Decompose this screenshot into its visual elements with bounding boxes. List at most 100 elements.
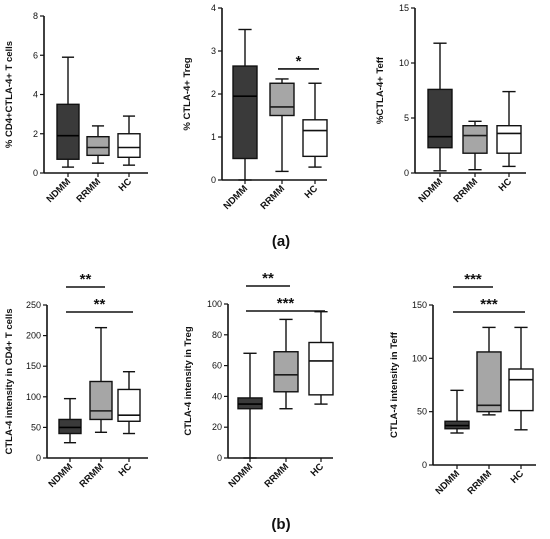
- x-category-label: NDMM: [44, 176, 73, 205]
- chart-4: 0 50 100 150 200 250 NDMM RRMM HC CTLA-4 intensit…: [4, 271, 148, 490]
- y-tick-label: 150: [26, 361, 41, 371]
- x-category-label: RRMM: [451, 176, 480, 205]
- y-tick-label: 200: [26, 331, 41, 341]
- y-tick-label: 2: [211, 89, 216, 99]
- box-ndmm: [237, 352, 263, 459]
- box-hc: [117, 371, 141, 435]
- box-hc: [496, 90, 522, 168]
- box-rrmm: [89, 326, 113, 433]
- y-axis-label: CTLA-4 intensity in Teff: [389, 331, 400, 438]
- box-ndmm: [444, 389, 470, 434]
- significance-label: ***: [464, 271, 482, 288]
- box-body: [273, 351, 299, 393]
- x-category-label: NDMM: [46, 461, 75, 490]
- y-tick-label: 50: [31, 422, 41, 432]
- y-tick-label: 15: [399, 3, 409, 13]
- panel-label-b: (b): [271, 516, 290, 533]
- x-category-label: HC: [509, 468, 527, 486]
- box-hc: [302, 82, 328, 168]
- y-tick-label: 8: [33, 11, 38, 21]
- y-tick-label: 4: [33, 90, 38, 100]
- box-body: [117, 133, 141, 158]
- chart-6: 0 50 100 150 NDMM RRMM HC CTLA-4 intensity in T…: [389, 271, 536, 497]
- box-ndmm: [232, 28, 258, 181]
- x-category-label: RRMM: [77, 461, 106, 490]
- y-tick-label: 6: [33, 50, 38, 60]
- y-tick-label: 3: [211, 46, 216, 56]
- x-category-label: RRMM: [258, 183, 287, 212]
- box-body: [496, 124, 522, 154]
- chart-1: 0 2 4 6 8 NDMM RRMM HC % CD4+CTLA-4+ T cells: [4, 11, 148, 205]
- box-ndmm: [56, 56, 80, 168]
- box-body: [269, 82, 295, 117]
- y-tick-label: 0: [36, 453, 41, 463]
- y-tick-label: 4: [211, 3, 216, 13]
- x-category-label: RRMM: [465, 468, 494, 497]
- y-axis-label: %CTLA-4+ Teff: [375, 56, 386, 124]
- y-tick-label: 100: [207, 299, 222, 309]
- y-tick-label: 1: [211, 132, 216, 142]
- box-rrmm: [273, 318, 299, 410]
- chart-5: 0 20 40 60 80 100 NDMM RRMM HC CTLA-4 intensity i…: [183, 270, 334, 490]
- box-rrmm: [476, 326, 502, 416]
- x-category-label: NDMM: [226, 461, 255, 490]
- x-category-label: HC: [117, 176, 135, 194]
- box-body: [462, 124, 488, 154]
- y-tick-label: 0: [422, 460, 427, 470]
- box-rrmm: [462, 120, 488, 171]
- y-tick-label: 0: [211, 175, 216, 185]
- y-axis-label: % CD4+CTLA-4+ T cells: [4, 41, 15, 148]
- box-body: [86, 135, 110, 157]
- box-body: [302, 119, 328, 158]
- box-body: [56, 103, 80, 160]
- significance-label: *: [296, 53, 302, 70]
- box-body: [117, 388, 141, 422]
- box-hc: [308, 311, 334, 405]
- y-tick-label: 0: [217, 453, 222, 463]
- y-tick-label: 2: [33, 129, 38, 139]
- y-tick-label: 0: [33, 168, 38, 178]
- y-tick-label: 10: [399, 58, 409, 68]
- y-tick-label: 40: [212, 391, 222, 401]
- chart-3: 0 5 10 15 NDMM RRMM HC %CTLA-4+ Teff: [375, 3, 526, 205]
- box-rrmm: [86, 125, 110, 164]
- significance-label: ***: [480, 296, 498, 313]
- y-tick-label: 0: [404, 168, 409, 178]
- y-axis-label: CTLA-4 intensity in Treg: [183, 326, 194, 435]
- y-tick-label: 100: [412, 353, 427, 363]
- chart-2: 0 1 2 3 4 NDMM RRMM HC % CTLA-4+ Treg *: [182, 3, 328, 212]
- significance-label: **: [94, 296, 106, 313]
- x-category-label: HC: [497, 176, 515, 194]
- box-ndmm: [58, 397, 82, 444]
- y-tick-label: 5: [404, 113, 409, 123]
- box-body: [427, 88, 453, 149]
- box-body: [308, 341, 334, 396]
- x-category-label: NDMM: [221, 183, 250, 212]
- box-body: [476, 351, 502, 413]
- significance-label: **: [262, 270, 274, 287]
- box-body: [89, 380, 113, 421]
- y-tick-label: 100: [26, 392, 41, 402]
- y-tick-label: 250: [26, 300, 41, 310]
- box-body: [232, 65, 258, 160]
- y-tick-label: 150: [412, 300, 427, 310]
- x-category-label: NDMM: [433, 468, 462, 497]
- box-hc: [508, 326, 534, 431]
- x-category-label: NDMM: [416, 176, 445, 205]
- y-axis-label: CTLA-4 intensity in CD4+ T cells: [4, 309, 15, 455]
- y-tick-label: 80: [212, 330, 222, 340]
- y-axis-label: % CTLA-4+ Treg: [182, 57, 193, 130]
- significance-label: ***: [277, 295, 295, 312]
- y-tick-label: 20: [212, 422, 222, 432]
- x-category-label: HC: [117, 461, 135, 479]
- box-body: [508, 368, 534, 412]
- x-category-label: RRMM: [262, 461, 291, 490]
- x-category-label: RRMM: [74, 176, 103, 205]
- y-tick-label: 60: [212, 361, 222, 371]
- box-hc: [117, 115, 141, 166]
- box-body: [58, 418, 82, 435]
- panel-label-a: (a): [272, 233, 290, 250]
- x-category-label: HC: [303, 183, 321, 201]
- y-tick-label: 50: [417, 407, 427, 417]
